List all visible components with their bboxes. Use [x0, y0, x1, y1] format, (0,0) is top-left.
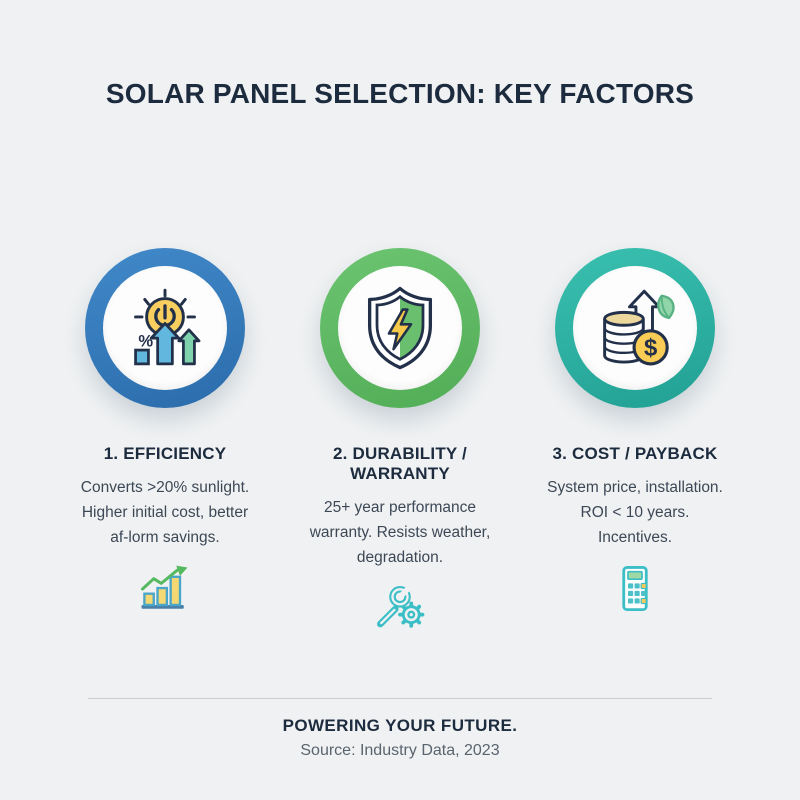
page-title: SOLAR PANEL SELECTION: KEY FACTORS: [105, 78, 695, 109]
cost-mini-icon-wrap: [518, 564, 753, 616]
efficiency-badge-ring: %: [85, 248, 245, 408]
cost-description: System price, installation. ROI < 10 yea…: [518, 475, 753, 550]
sun-power-growth-icon: %: [134, 288, 201, 366]
dollar-glyph: $: [644, 335, 657, 362]
coins-growth-icon: $: [603, 289, 675, 366]
durability-description: 25+ year performance warranty. Resists w…: [283, 495, 518, 570]
desc-line: Converts >20% sunlight.: [80, 479, 250, 496]
footer-divider: [88, 698, 712, 699]
cost-badge-ring: $: [555, 248, 715, 408]
percent-glyph: %: [138, 331, 153, 350]
durability-badge-inner: [338, 266, 462, 390]
factor-efficiency: % 1. EFFICIENCY Converts >20% sunlight. …: [48, 248, 283, 636]
durability-badge-ring: [320, 248, 480, 408]
durability-heading: 2. DURABILITY / WARRANTY: [333, 444, 467, 483]
desc-line: af-lorm savings.: [110, 529, 220, 546]
desc-line: 25+ year performance: [323, 499, 477, 516]
footer-source: Source: Industry Data, 2023: [300, 742, 500, 759]
shield-lightning-icon: [367, 286, 433, 370]
efficiency-mini-icon-wrap: [48, 564, 283, 616]
factor-durability: 2. DURABILITY / WARRANTY 25+ year perfor…: [283, 248, 518, 636]
desc-line: Incentives.: [597, 529, 673, 546]
wrench-gear-icon: [377, 581, 425, 628]
cost-badge-inner: $: [573, 266, 697, 390]
footer-tagline: POWERING YOUR FUTURE.: [282, 716, 518, 735]
calculator-icon: [622, 566, 648, 612]
desc-line: degradation.: [356, 549, 444, 566]
factor-cost: $ 3. COST / PAYBACK System price, instal…: [518, 248, 753, 636]
desc-line: System price, installation.: [547, 479, 723, 496]
desc-line: warranty. Resists weather,: [309, 524, 491, 541]
durability-mini-icon-wrap: [283, 581, 518, 636]
cost-heading: 3. COST / PAYBACK: [552, 444, 718, 463]
bar-chart-growth-icon: [141, 565, 188, 609]
desc-line: Higher initial cost, better: [81, 504, 249, 521]
efficiency-heading: 1. EFFICIENCY: [103, 444, 227, 463]
factor-columns: % 1. EFFICIENCY Converts >20% sunlight. …: [0, 248, 800, 636]
efficiency-badge-inner: %: [103, 266, 227, 390]
efficiency-description: Converts >20% sunlight. Higher initial c…: [48, 475, 283, 550]
desc-line: ROI < 10 years.: [580, 504, 690, 521]
